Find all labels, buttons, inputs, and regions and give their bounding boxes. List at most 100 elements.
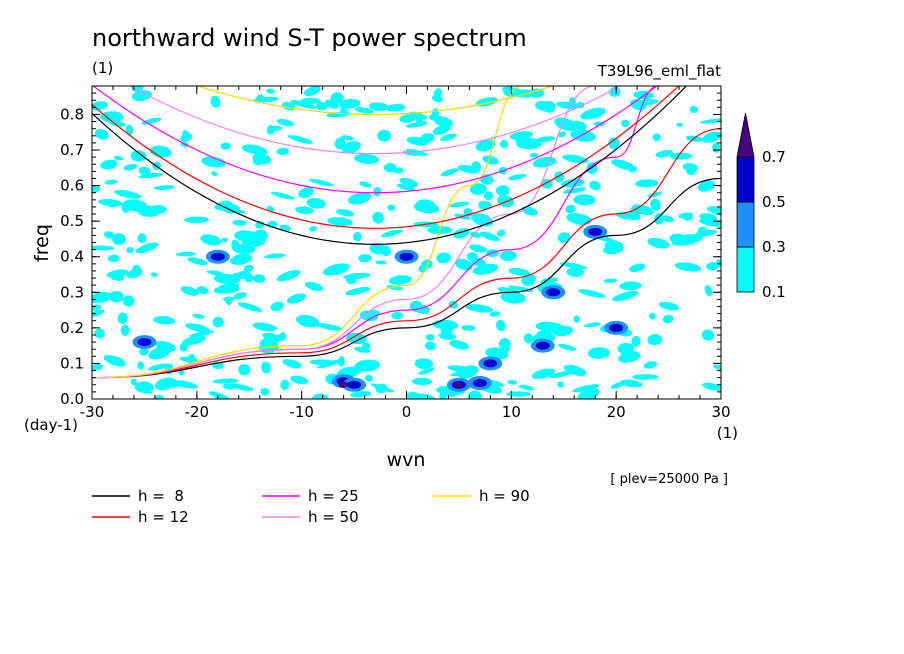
power-patch [377,129,391,142]
power-patch [650,198,661,211]
power-patch [316,359,344,369]
power-patch [577,388,600,399]
power-patch [694,229,717,238]
power-patch [440,133,457,141]
legend-label: h = 90 [479,487,530,505]
power-patch [648,312,656,320]
power-patch [706,262,720,271]
power-patch [386,103,406,112]
power-patch [107,254,120,263]
power-patch [465,304,494,313]
y-tick-label: 0.8 [60,105,84,123]
power-patch [316,323,343,331]
power-patch [196,286,209,295]
power-patch [339,98,361,109]
power-patch [153,316,176,325]
power-patch [92,304,102,311]
power-patch-high [483,359,498,368]
power-patch [290,100,317,109]
power-patch [210,95,221,108]
power-patch [375,260,387,265]
power-patch [276,147,289,156]
power-patch [478,200,492,210]
power-patch [676,122,683,127]
colorbar-segment [736,201,755,248]
power-patch [147,363,169,371]
power-patch [349,391,372,398]
power-patch [631,335,641,347]
power-patch [632,374,659,380]
power-patch [126,246,134,254]
power-patch [654,213,664,225]
power-patch [109,290,124,303]
y-axis: 0.0 0.1 0.2 0.3 0.4 0.5 0.6 0.7 0.8 [60,92,721,408]
power-patch [261,361,271,374]
colorbar: 0.1 0.3 0.5 0.7 [736,112,786,301]
power-patch [372,211,384,224]
power-patch [699,118,721,124]
power-patch [521,206,538,216]
gravity-wave-curve [195,86,555,116]
power-patch [562,187,586,194]
power-patch [175,251,196,257]
power-patch [290,375,308,385]
title-unit: (1) [92,59,113,77]
power-patch [702,131,721,143]
power-patch [479,231,500,242]
power-patch [454,258,473,271]
colorbar-label: 0.3 [762,238,786,256]
power-patch [617,342,634,355]
power-patch [179,356,198,362]
power-patch [495,185,510,197]
power-patch [392,167,404,174]
power-patch [557,232,571,244]
power-patch [117,312,128,324]
power-patch [123,164,138,171]
power-patch [260,387,270,396]
power-patch [241,144,268,155]
x-tick-label: 0 [402,403,412,421]
power-patch [489,311,501,317]
power-patch [469,183,487,196]
power-patch [361,342,371,350]
power-patch [270,301,284,312]
power-patch [497,287,521,296]
x-tick-label: 20 [607,403,626,421]
power-patch [149,204,167,214]
power-patch [497,195,514,208]
colorbar-label: 0.7 [762,148,786,166]
power-patch [405,391,423,399]
power-patch [508,173,527,181]
power-patch [492,347,508,355]
power-patch [399,114,416,123]
power-patch [252,229,268,242]
power-patch [706,206,721,216]
power-patch [270,191,295,200]
power-patch [134,381,154,394]
power-patch [619,281,642,291]
power-patch [674,262,702,272]
power-patch-high [609,323,624,332]
power-patch [411,377,433,386]
power-patch [713,364,721,370]
power-patch [647,334,663,346]
power-patch [414,358,433,370]
power-patch [345,274,357,285]
gravity-wave-curve [92,86,688,245]
power-patch [327,217,353,226]
power-patch [658,301,679,311]
power-patch [555,101,579,110]
y-axis-title: freq [31,224,53,262]
power-patch [557,381,564,388]
power-patch [121,202,130,213]
power-patch [612,290,639,302]
power-patch [347,192,372,205]
y-unit-label: (day-1) [24,416,78,434]
y-tick-label: 0.3 [60,283,84,301]
power-patch [662,314,674,324]
power-patch [647,237,670,249]
power-patch [500,139,508,149]
power-patch [589,180,601,191]
power-patch [475,139,496,152]
colorbar-segment [736,156,755,203]
